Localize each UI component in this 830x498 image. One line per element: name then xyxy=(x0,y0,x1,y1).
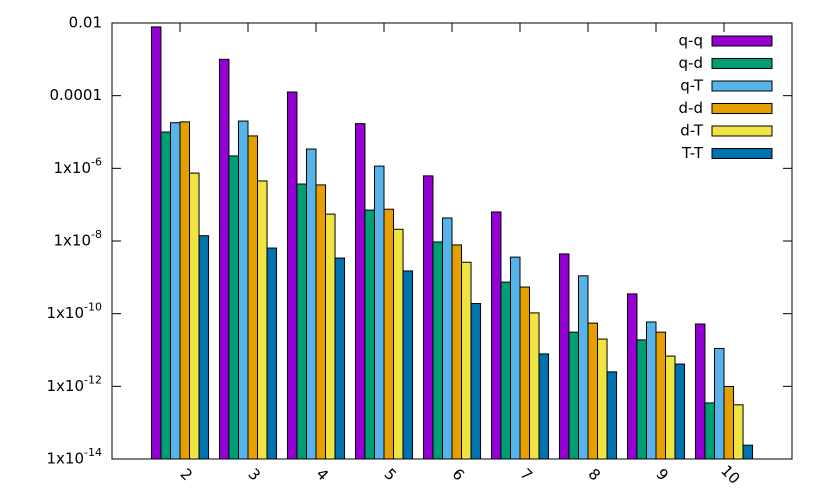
x-tick-label: 6 xyxy=(449,465,468,484)
legend-swatch xyxy=(711,80,773,92)
bar xyxy=(373,165,385,460)
bar xyxy=(694,323,706,460)
bar xyxy=(490,211,502,460)
bar xyxy=(606,371,618,460)
x-tick-label: 8 xyxy=(585,465,604,484)
legend-label: d-d xyxy=(679,99,703,117)
y-tick-label: 1x10-10 xyxy=(47,301,102,323)
bar xyxy=(587,322,599,460)
bar xyxy=(509,256,521,460)
bar xyxy=(713,347,725,460)
bar xyxy=(674,363,686,460)
bar xyxy=(218,58,230,460)
y-tick-label: 1x10-6 xyxy=(54,155,102,177)
bar xyxy=(558,253,570,460)
legend-label: q-T xyxy=(680,77,704,95)
bar xyxy=(315,184,327,460)
legend-label: q-d xyxy=(679,54,703,72)
bar xyxy=(189,172,200,460)
x-tick-label: 5 xyxy=(381,465,400,484)
bar xyxy=(441,217,453,460)
bar xyxy=(538,353,550,460)
bar xyxy=(432,241,443,460)
bar xyxy=(237,120,249,460)
bar xyxy=(228,155,239,460)
bar xyxy=(665,355,676,460)
bar xyxy=(325,213,336,460)
bar xyxy=(742,444,754,460)
bar xyxy=(257,180,268,460)
bar xyxy=(179,121,191,460)
y-tick-label: 1x10-14 xyxy=(47,446,102,468)
bar xyxy=(451,244,463,460)
bar xyxy=(568,331,579,460)
bar xyxy=(150,26,162,460)
bar xyxy=(393,228,404,460)
bar xyxy=(655,331,667,460)
bar xyxy=(636,339,647,460)
legend-swatch xyxy=(711,125,773,137)
bar xyxy=(266,247,278,460)
y-tick-label: 0.01 xyxy=(69,14,102,32)
bar xyxy=(470,303,482,460)
legend-label: q-q xyxy=(679,32,703,50)
bar xyxy=(247,135,259,460)
legend-label: T-T xyxy=(681,144,704,162)
bar xyxy=(364,209,375,460)
bar xyxy=(597,338,608,460)
x-tick-label: 4 xyxy=(313,465,332,484)
bar xyxy=(645,321,657,460)
bar xyxy=(334,257,346,460)
bar xyxy=(577,275,589,460)
bar xyxy=(286,91,298,460)
bar xyxy=(383,208,395,460)
bar xyxy=(626,293,638,460)
bar xyxy=(519,286,531,460)
bar xyxy=(198,235,210,460)
x-tick-label: 9 xyxy=(653,465,672,484)
bar xyxy=(461,261,472,460)
bar xyxy=(305,148,317,460)
bar xyxy=(160,131,171,460)
bar xyxy=(733,404,744,460)
bar xyxy=(422,175,434,460)
bar xyxy=(169,122,181,460)
bar xyxy=(296,183,307,460)
y-tick-label: 1x10-12 xyxy=(47,373,102,395)
x-tick-label: 10 xyxy=(717,462,743,488)
bar xyxy=(704,402,715,460)
y-tick-label: 0.0001 xyxy=(50,86,103,104)
x-tick-label: 2 xyxy=(177,465,196,484)
bar xyxy=(354,123,366,460)
legend-swatch xyxy=(711,35,773,47)
bar xyxy=(500,281,511,460)
y-tick-label: 1x10-8 xyxy=(54,228,102,250)
legend-swatch xyxy=(711,58,773,69)
legend-swatch xyxy=(711,103,773,114)
bar xyxy=(723,385,735,460)
bar xyxy=(529,312,540,460)
legend-swatch xyxy=(711,148,773,159)
x-tick-label: 7 xyxy=(517,465,536,484)
x-tick-label: 3 xyxy=(245,465,264,484)
legend-label: d-T xyxy=(680,122,704,140)
bar xyxy=(402,270,414,460)
